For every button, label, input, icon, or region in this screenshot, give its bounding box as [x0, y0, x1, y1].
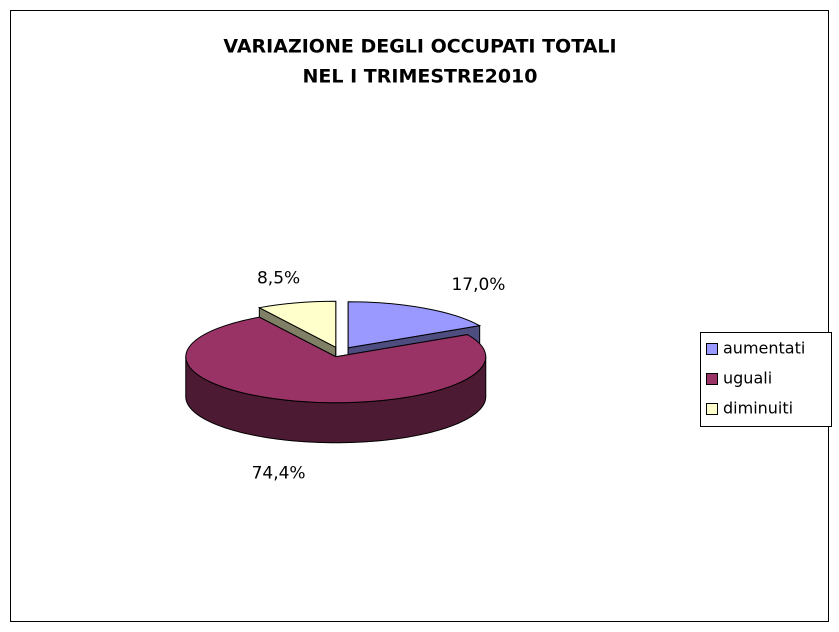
pie-slice: [185, 316, 487, 444]
legend-label: aumentati: [723, 339, 805, 358]
slice-top: [347, 301, 482, 349]
chart-title: VARIAZIONE DEGLI OCCUPATI TOTALI: [223, 36, 616, 58]
data-label: 74,4%: [252, 464, 306, 484]
legend-label: diminuiti: [723, 399, 793, 418]
legend-box: [700, 332, 832, 427]
data-label: 17,0%: [451, 275, 505, 295]
chart-title: NEL I TRIMESTRE2010: [303, 66, 538, 88]
data-label: 8,5%: [257, 268, 300, 288]
legend-swatch: [706, 373, 718, 385]
legend-label: uguali: [723, 369, 772, 388]
legend-swatch: [706, 403, 718, 415]
legend-swatch: [706, 343, 718, 355]
slice-top: [185, 316, 487, 404]
slice-top: [257, 300, 337, 349]
